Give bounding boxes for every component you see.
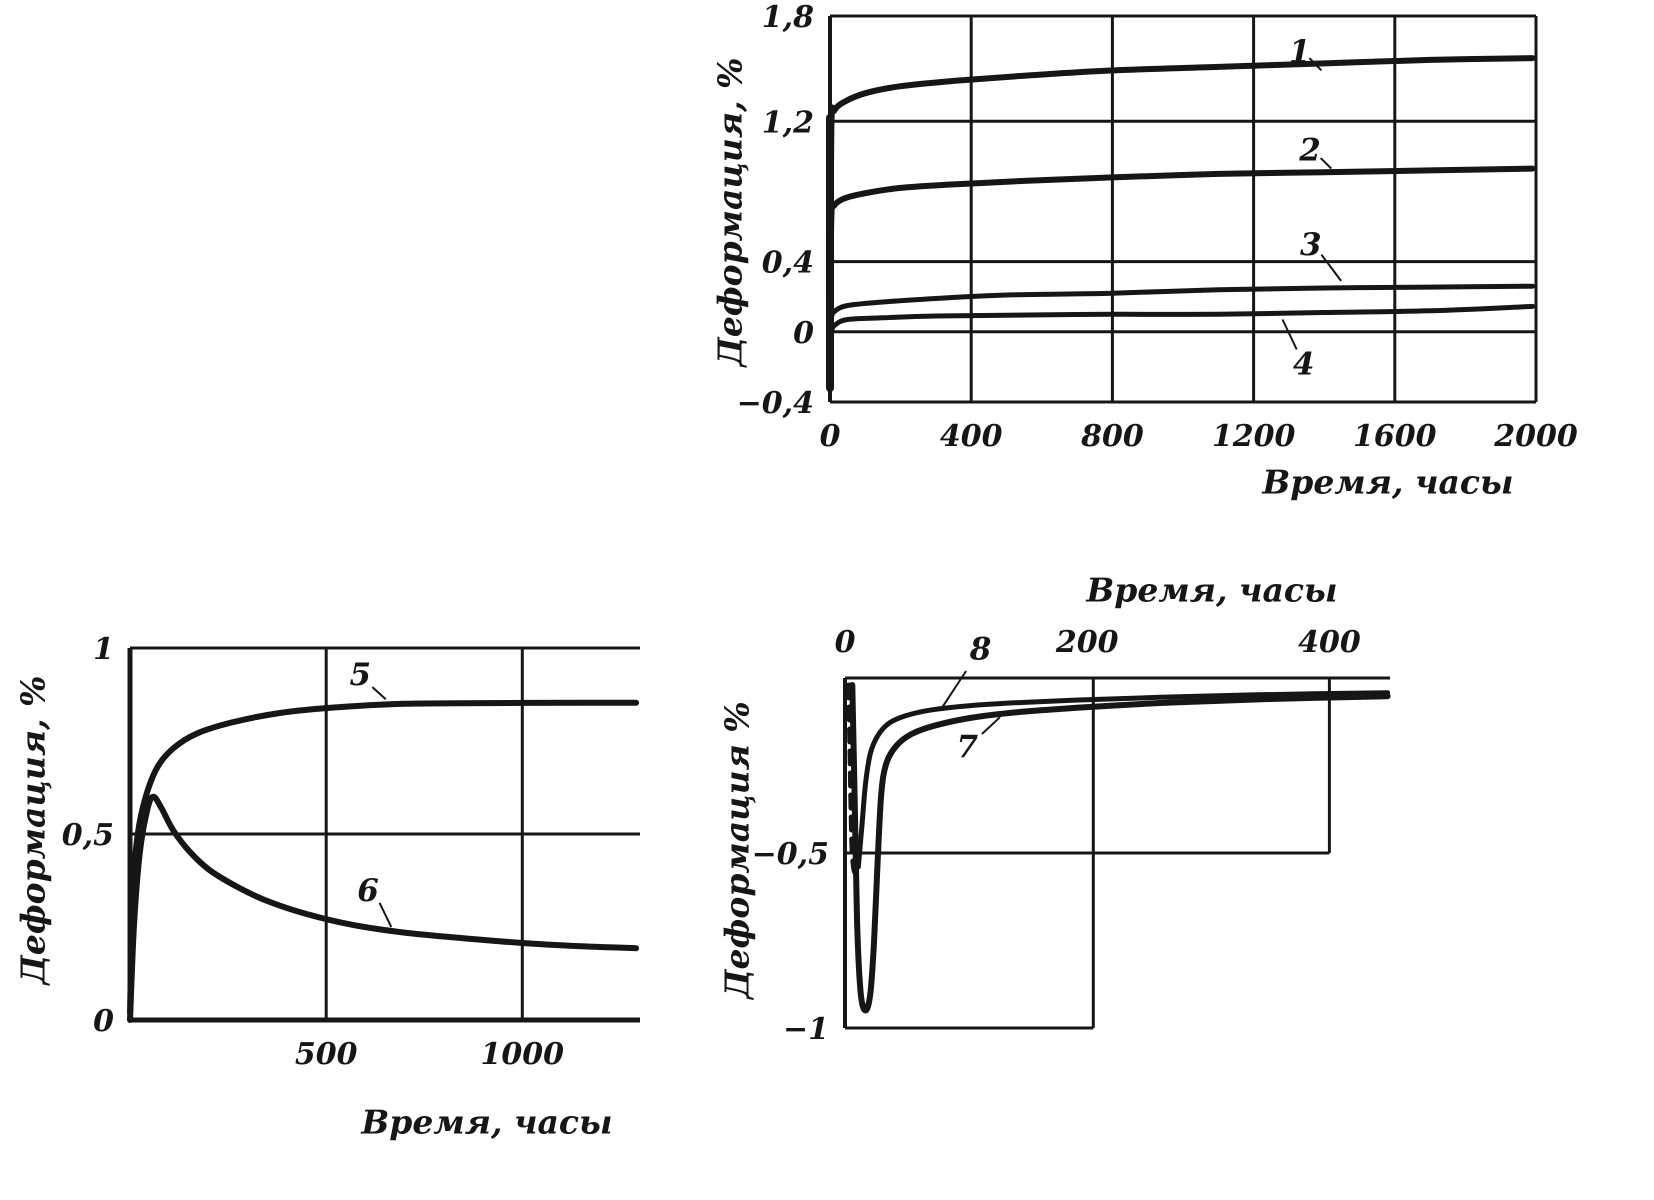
x-tick-label: 200 [1055,625,1119,660]
x-tick-label: 0 [835,625,856,660]
y-axis-label: Деформация, % [710,57,750,367]
x-tick-label: 1600 [1353,419,1437,454]
x-axis-label: Время, часы [361,1102,613,1142]
x-tick-label: 400 [940,419,1003,454]
x-tick-label: 2000 [1493,419,1578,454]
curve-number-label: 2 [1298,132,1321,168]
y-tick-label: −0,5 [752,837,829,872]
curve-2 [827,165,1536,318]
y-tick-label: 0 [793,316,814,351]
curve-5 [127,699,640,1016]
chart-creep-rise-relax-canvas: 500 1000 1 0,5 0 5 6 [62,632,640,1072]
y-tick-label: 0,5 [62,818,114,853]
x-axis-label: Время, часы [1086,570,1338,610]
curve-4 [827,303,1535,352]
y-tick-label: −0,4 [737,386,814,421]
chart-creep-rise-relax: 500 1000 1 0,5 0 5 6 Деформация, % Время, часы [0,600,700,1200]
curve-1 [827,55,1536,300]
curve-8-drop [846,682,861,876]
curve-number-label: 1 [1289,34,1311,70]
y-axis-label: Деформация % [717,701,757,999]
curve-number-label: 5 [350,657,372,693]
x-tick-label: 0 [820,419,841,454]
y-tick-label: 1,2 [762,105,814,140]
curve-6 [127,793,640,1023]
x-axis-label: Время, часы [1262,462,1514,502]
y-tick-label: 1,8 [762,0,814,35]
chart-recovery-negative: 0 200 400 −0,5 −1 8 7 Деформация % Время, часы [700,560,1654,1180]
y-tick-label: 0,4 [762,246,814,281]
x-tick-label: 1200 [1212,419,1296,454]
curve-8 [855,690,1391,870]
curve-3 [827,283,1535,344]
chart-recovery-negative-canvas: 0 200 400 −0,5 −1 8 7 [752,625,1391,1047]
curve-number-label: 8 [969,631,992,667]
y-tick-label: 0 [93,1004,114,1039]
curve-number-label: 6 [357,873,379,909]
x-tick-label: 500 [295,1037,358,1072]
x-tick-label: 400 [1298,625,1361,660]
chart-creep-long-term: 0 400 800 1200 1600 2000 1,8 1,2 0,4 0 −0,4 1 2 3 4 Де… [700,0,1654,530]
curve-number-label: 7 [957,729,979,765]
curve-number-label: 4 [1293,346,1315,382]
y-axis-label: Деформация, % [13,675,53,985]
y-tick-label: −1 [783,1012,829,1047]
curve-number-label: 3 [1300,227,1322,263]
curve-7 [849,682,1391,1014]
x-tick-label: 1000 [481,1037,565,1072]
y-tick-label: 1 [93,632,114,667]
x-tick-label: 800 [1080,419,1144,454]
